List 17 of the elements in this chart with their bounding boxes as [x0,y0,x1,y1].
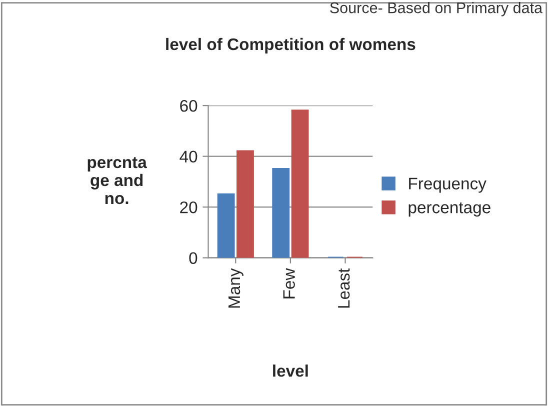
y-tick-label: 40 [180,150,198,163]
y-tick-label: 20 [180,201,198,214]
x-axis-title: level [273,364,308,377]
y-tick-label: 0 [189,252,198,264]
bar [291,110,309,258]
source-note: Source- Based on Primary data [330,2,543,16]
x-tick-label: Few [283,268,295,298]
y-tick-label: 60 [180,100,198,112]
legend-label: Frequency [409,178,486,193]
x-tick-label: Least [338,268,350,308]
legend-label: percentage [408,202,490,217]
bar [217,193,235,258]
x-tick-label: Many [228,268,244,308]
chart-title: level of Competition of womens [166,38,416,54]
y-axis-title: percnta ge and no. [88,157,147,204]
bar [236,150,254,258]
bar [272,168,290,258]
